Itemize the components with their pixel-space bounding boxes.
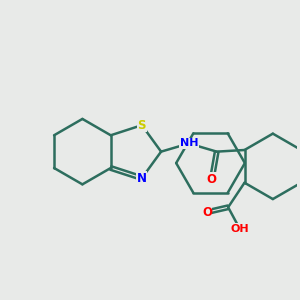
Text: OH: OH	[230, 224, 249, 233]
Text: O: O	[202, 206, 212, 219]
Text: S: S	[138, 119, 146, 132]
Text: NH: NH	[180, 139, 198, 148]
Text: N: N	[137, 172, 147, 184]
Text: O: O	[207, 173, 217, 186]
